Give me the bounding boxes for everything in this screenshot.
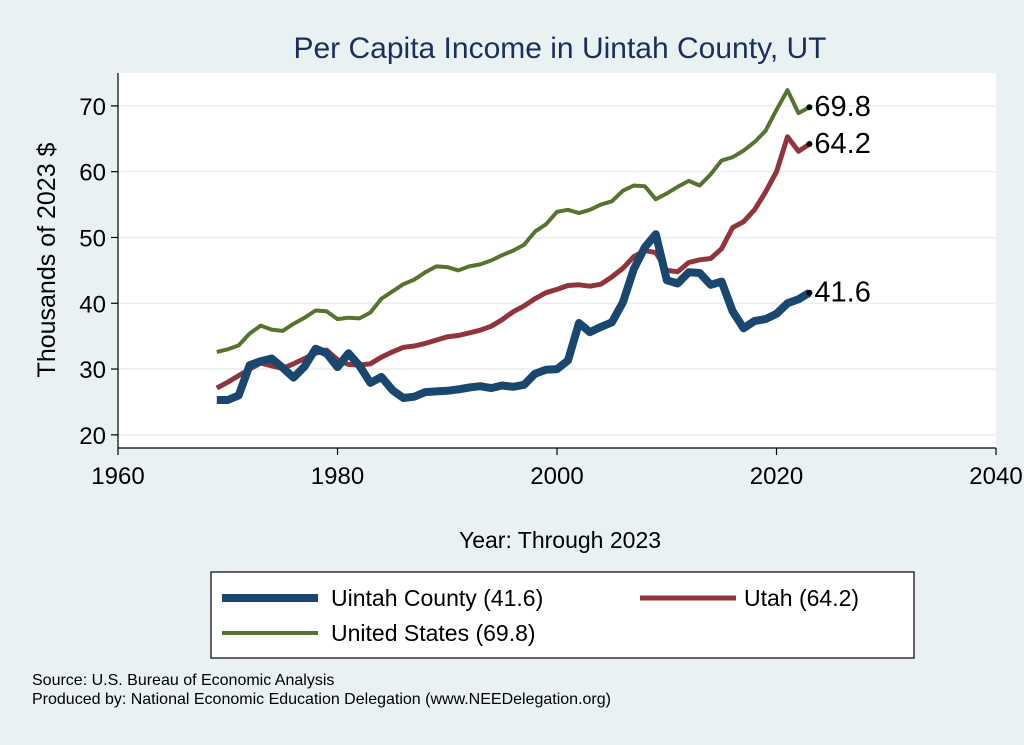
y-tick-label-40: 40 bbox=[79, 291, 106, 318]
x-tick-label-2040: 2040 bbox=[969, 463, 1022, 490]
end-marker-uintah-county bbox=[806, 289, 813, 296]
x-tick-label-2000: 2000 bbox=[530, 463, 583, 490]
chart-title: Per Capita Income in Uintah County, UT bbox=[293, 32, 826, 65]
series-line-united-states bbox=[216, 88, 811, 354]
produced-by-note: Produced by: National Economic Education… bbox=[32, 691, 611, 708]
x-tick-label-1960: 1960 bbox=[91, 463, 144, 490]
legend-label-utah: Utah (64.2) bbox=[744, 585, 859, 611]
legend-box bbox=[210, 571, 915, 659]
legend-label-united-states: United States (69.8) bbox=[331, 620, 536, 646]
series-line-uintah-county bbox=[216, 230, 812, 404]
series-group bbox=[215, 88, 812, 404]
x-tick-label-2020: 2020 bbox=[750, 463, 803, 490]
end-label-utah: 64.2 bbox=[814, 128, 870, 160]
y-tick-label-60: 60 bbox=[79, 160, 106, 187]
legend: Uintah County (41.6) Utah (64.2) United St… bbox=[210, 571, 915, 659]
end-marker-utah bbox=[806, 141, 813, 148]
y-axis-label: Thousands of 2023 $ bbox=[33, 142, 61, 377]
y-tick-label-20: 20 bbox=[79, 423, 106, 450]
end-label-uintah-county: 41.6 bbox=[814, 277, 870, 309]
y-tick-label-30: 30 bbox=[79, 357, 106, 384]
end-labels: 41.6 64.2 69.8 bbox=[806, 91, 871, 309]
x-axis-label: Year: Through 2023 bbox=[459, 527, 661, 553]
source-note: Source: U.S. Bureau of Economic Analysis bbox=[32, 672, 335, 689]
plot-area bbox=[118, 73, 996, 448]
end-marker-united-states bbox=[806, 104, 813, 111]
axes: 20 30 40 50 60 70 1960 1980 2000 2020 2040 bbox=[79, 73, 1023, 490]
y-tick-label-70: 70 bbox=[79, 94, 106, 121]
legend-label-uintah-county: Uintah County (41.6) bbox=[331, 585, 543, 611]
y-tick-label-50: 50 bbox=[79, 225, 106, 252]
end-label-united-states: 69.8 bbox=[814, 91, 870, 123]
x-tick-label-1980: 1980 bbox=[311, 463, 364, 490]
